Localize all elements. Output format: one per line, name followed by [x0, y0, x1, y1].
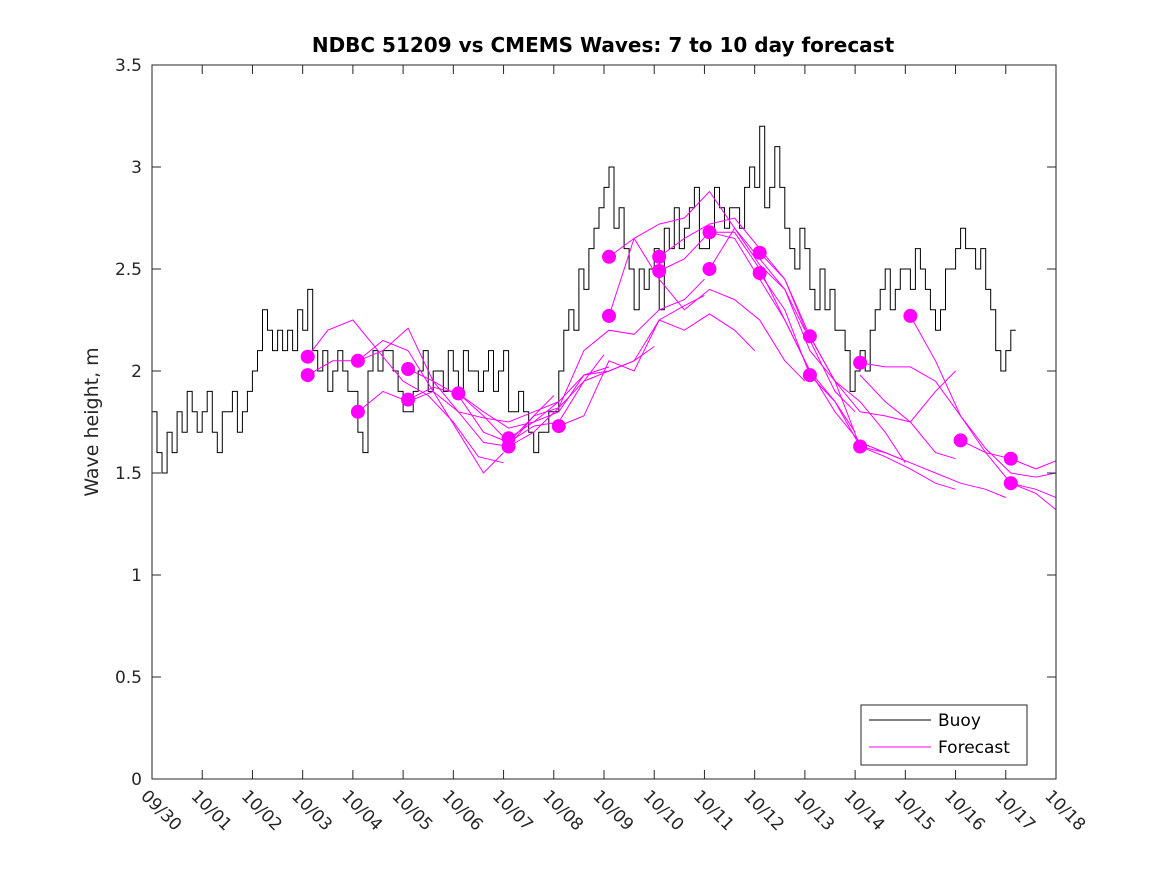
legend-label-forecast: Forecast	[938, 738, 1010, 758]
y-tick-label: 2	[131, 362, 142, 382]
forecast-start-marker	[451, 386, 466, 401]
forecast-line-1	[307, 319, 504, 464]
forecast-start-marker	[602, 308, 616, 323]
y-tick-label: 2.5	[115, 260, 142, 280]
y-tick-label: 3	[131, 158, 142, 178]
forecast-start-marker	[401, 392, 416, 407]
forecast-line-6	[407, 366, 610, 429]
forecast-line-10	[558, 313, 756, 427]
buoy-series	[152, 125, 1016, 474]
forecast-start-marker	[853, 355, 868, 370]
forecast-start-marker	[752, 266, 767, 281]
legend: Buoy Forecast	[860, 704, 1028, 766]
forecast-start-marker	[1003, 476, 1018, 491]
y-axis: 0 0.5 1 1.5 2 2.5 3 3.5	[115, 56, 1056, 790]
forecast-line-16	[709, 227, 906, 464]
y-tick-label: 1	[131, 566, 142, 586]
y-axis-label: Wave height, m	[81, 347, 103, 496]
forecast-start-marker	[652, 249, 667, 264]
forecast-line-4	[357, 390, 559, 423]
forecast-start-marker	[652, 264, 667, 278]
legend-box	[860, 704, 1028, 766]
forecast-line-19	[809, 336, 1006, 498]
legend-label-buoy: Buoy	[938, 711, 981, 731]
forecast-start-marker	[350, 353, 365, 368]
forecast-start-marker	[300, 368, 315, 383]
forecast-line-9	[508, 278, 705, 447]
forecast-start-marker	[602, 249, 616, 264]
forecast-start-marker	[802, 329, 817, 344]
forecast-start-marker	[350, 404, 365, 419]
forecast-start-marker	[802, 368, 817, 383]
forecast-markers	[300, 225, 1018, 491]
forecast-line-24	[1010, 482, 1056, 498]
forecast-start-marker	[1003, 451, 1018, 466]
plot-area	[152, 65, 1056, 779]
forecast-start-marker	[853, 439, 868, 454]
forecast-line-11	[608, 237, 806, 382]
forecast-start-marker	[551, 419, 566, 434]
forecast-start-marker	[903, 308, 918, 323]
y-tick-label: 0	[131, 770, 142, 790]
forecast-start-marker	[702, 262, 717, 276]
forecast-start-marker	[501, 439, 516, 454]
y-tick-label: 0.5	[115, 668, 142, 688]
y-tick-label: 3.5	[115, 56, 142, 76]
forecast-line-17	[759, 252, 956, 460]
chart-title: NDBC 51209 vs CMEMS Waves: 7 to 10 day f…	[312, 33, 895, 57]
forecast-line-21	[859, 370, 956, 423]
forecast-line-2	[307, 339, 504, 474]
buoy-line	[152, 125, 1016, 474]
y-tick-label: 1.5	[115, 464, 142, 484]
forecast-start-marker	[953, 433, 968, 448]
forecast-start-marker	[300, 349, 315, 364]
forecast-start-marker	[702, 225, 717, 240]
forecast-line-12	[608, 190, 806, 331]
forecast-start-marker	[401, 362, 416, 376]
forecast-start-marker	[752, 245, 767, 260]
forecast-line-8	[508, 295, 705, 439]
